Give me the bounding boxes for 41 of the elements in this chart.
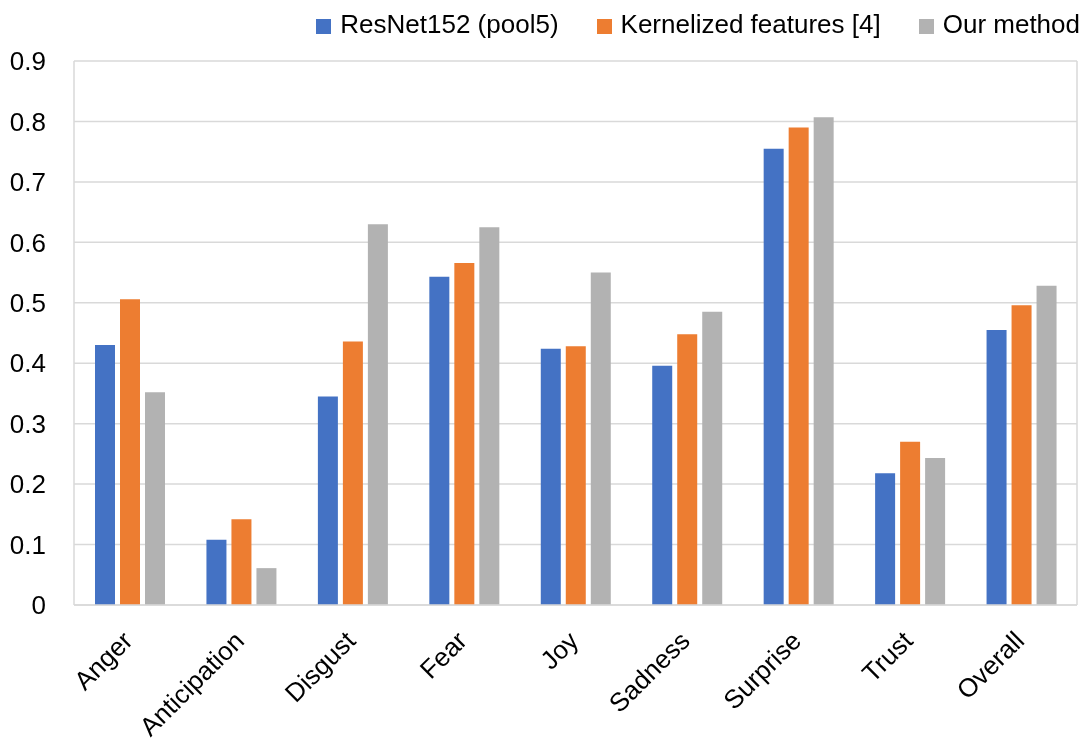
y-tick-label: 0.9: [9, 46, 46, 77]
bar: [1036, 285, 1057, 605]
bar: [565, 346, 586, 605]
bar: [120, 299, 140, 605]
legend-label: Our method: [942, 9, 1080, 39]
bar: [590, 272, 611, 605]
bar: [900, 441, 921, 605]
bar: [342, 341, 363, 605]
bar: [429, 276, 450, 605]
bar: [206, 539, 227, 605]
y-tick-label: 0.6: [9, 227, 46, 258]
bar: [1011, 305, 1032, 605]
y-tick-label: 0.8: [9, 106, 46, 137]
bar: [702, 311, 723, 605]
bar: [540, 348, 561, 605]
bar: [875, 473, 896, 605]
bar: [95, 345, 115, 605]
y-tick-label: 0.5: [9, 288, 46, 319]
bar: [788, 127, 809, 605]
y-tick-label: 0.1: [9, 529, 46, 560]
bar: [256, 568, 277, 605]
legend-label: Kernelized features [4]: [620, 9, 881, 39]
y-tick-label: 0.2: [9, 469, 46, 500]
bar: [454, 262, 475, 605]
bar: [145, 392, 165, 605]
bar: [479, 227, 500, 605]
bar: [813, 117, 834, 605]
bar: [317, 396, 338, 605]
y-tick-label: 0.4: [9, 348, 46, 379]
bar: [652, 365, 673, 605]
bar: [763, 148, 784, 605]
bar: [231, 519, 252, 605]
y-tick-label: 0.7: [9, 167, 46, 198]
bar: [925, 458, 946, 605]
bar: [677, 334, 698, 605]
bar: [986, 329, 1007, 605]
y-tick-label: 0: [31, 590, 46, 621]
legend-label: ResNet152 (pool5): [340, 9, 559, 39]
y-tick-label: 0.3: [9, 408, 46, 439]
x-tick-label: Joy: [534, 625, 585, 676]
bar: [367, 224, 388, 605]
